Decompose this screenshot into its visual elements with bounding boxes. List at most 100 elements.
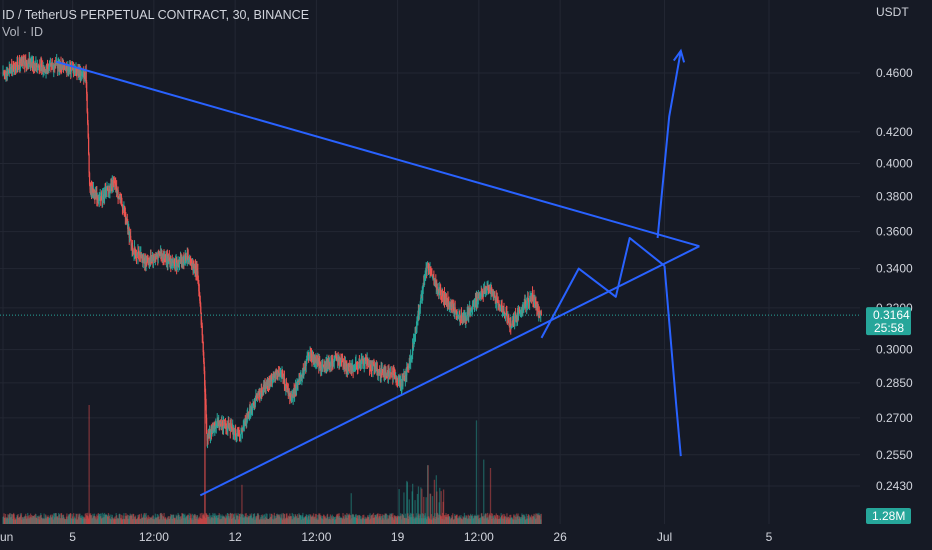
volume-bar <box>315 519 317 524</box>
volume-bar <box>199 518 201 524</box>
volume-bar <box>24 516 26 524</box>
symbol-title[interactable]: ID / TetherUS PERPETUAL CONTRACT, 30, BI… <box>2 8 310 22</box>
volume-bar <box>108 514 110 524</box>
volume-bar <box>486 517 488 524</box>
volume-bar <box>469 515 471 524</box>
volume-bar <box>169 516 171 524</box>
volume-bar <box>479 518 481 524</box>
time-tick-label: 12:00 <box>301 530 331 544</box>
volume-bar <box>87 512 89 524</box>
volume-bar <box>457 516 460 524</box>
volume-bar <box>519 518 521 524</box>
volume-bar <box>193 515 195 524</box>
volume-bar <box>275 516 277 524</box>
candle-body <box>336 356 338 361</box>
volume-bar <box>246 517 248 524</box>
volume-bar <box>311 515 314 524</box>
volume-bar <box>188 519 190 524</box>
current-volume-value: 1.28M <box>872 509 905 523</box>
volume-bar <box>26 516 28 524</box>
volume-bar <box>318 513 320 524</box>
volume-bar <box>309 514 312 524</box>
volume-bar <box>396 518 398 524</box>
volume-bar <box>257 513 259 524</box>
volume-bar <box>111 516 113 524</box>
chart-legend: ID / TetherUS PERPETUAL CONTRACT, 30, BI… <box>2 7 309 41</box>
volume-bar <box>28 518 31 524</box>
volume-bar <box>2 516 5 524</box>
candle-body <box>130 235 132 240</box>
volume-bar <box>422 513 424 524</box>
volume-bar <box>441 516 443 524</box>
volume-bar <box>369 518 372 524</box>
trend-drawings[interactable] <box>56 48 700 497</box>
volume-bar <box>180 518 183 524</box>
volume-bar <box>510 514 512 524</box>
volume-bar <box>220 518 223 524</box>
volume-bar <box>173 517 175 524</box>
volume-bar <box>63 517 65 524</box>
volume-bar <box>468 515 470 524</box>
volume-bar <box>58 513 60 524</box>
volume-bar <box>402 514 404 524</box>
volume-bar <box>69 513 71 524</box>
volume-bar <box>301 515 304 524</box>
volume-bar <box>506 513 508 524</box>
volume-bar <box>123 513 125 524</box>
volume-bar <box>425 497 427 524</box>
volume-bar <box>497 519 499 524</box>
volume-bar <box>418 518 421 524</box>
volume-bar <box>189 517 191 524</box>
volume-bar <box>462 516 464 524</box>
volume-bar <box>125 516 128 524</box>
volume-bar <box>55 513 57 524</box>
volume-bar <box>382 514 384 524</box>
volume-bar <box>269 516 272 524</box>
volume-bar <box>268 519 270 524</box>
volume-bar <box>414 518 417 524</box>
volume-bar <box>124 515 127 524</box>
candle-body <box>436 286 438 292</box>
volume-bar <box>483 459 485 524</box>
volume-bar <box>264 519 266 524</box>
volume-bar <box>269 513 271 524</box>
candle-body <box>396 378 398 383</box>
volume-bar <box>30 515 33 524</box>
volume-bar <box>478 517 481 524</box>
volume-bar <box>391 517 393 524</box>
volume-bar <box>163 518 166 524</box>
volume-bar <box>310 517 313 524</box>
volume-bar <box>285 517 287 524</box>
volume-bar <box>73 517 75 524</box>
volume-bar <box>5 517 7 524</box>
volume-bar <box>120 517 122 524</box>
volume-bar <box>70 513 72 524</box>
candle-body <box>75 69 78 72</box>
candle-body <box>240 433 242 438</box>
volume-bar <box>17 513 19 524</box>
bullish-arrow-line[interactable] <box>656 50 682 239</box>
volume-bar <box>295 516 297 524</box>
volume-bar <box>426 519 428 524</box>
bearish-arrow-line[interactable] <box>663 265 682 457</box>
lower-trendline[interactable] <box>199 245 700 497</box>
time-axis[interactable]: un 5 12:00 12 12:00 19 12:00 26 Jul 5 <box>0 530 773 544</box>
volume-bar <box>330 519 332 524</box>
projected-zigzag[interactable] <box>540 237 666 339</box>
volume-bar <box>250 515 252 524</box>
price-axis[interactable]: USDT 0.4600 0.4200 0.4000 0.3800 0.3600 0.340… <box>876 5 913 493</box>
volume-bar <box>516 516 518 524</box>
volume-bar <box>458 518 460 524</box>
volume-bar <box>426 465 429 524</box>
volume-indicator-label[interactable]: Vol · ID <box>2 25 43 39</box>
upper-trendline[interactable] <box>56 60 700 248</box>
volume-bar <box>294 516 296 524</box>
volume-bar <box>62 514 64 524</box>
volume-bar <box>406 482 408 524</box>
volume-bar <box>2 517 4 524</box>
volume-bar <box>211 517 214 524</box>
volume-bar <box>344 514 346 524</box>
volume-bar <box>90 515 93 524</box>
